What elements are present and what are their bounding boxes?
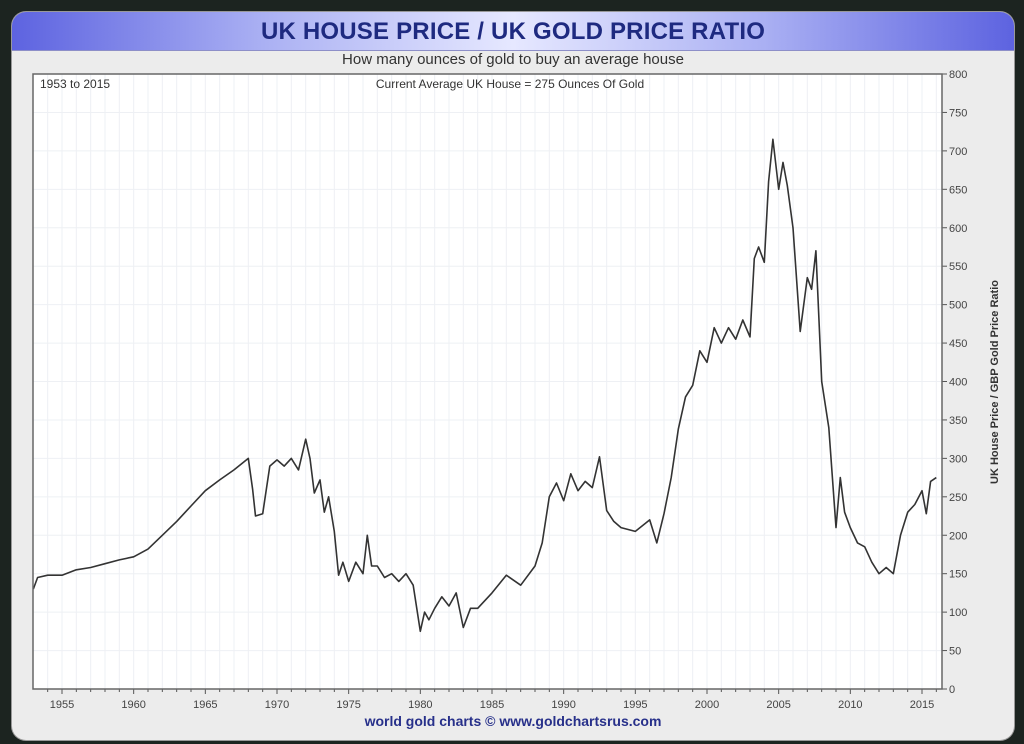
y-tick-label: 800 <box>949 69 967 81</box>
x-tick-label: 1995 <box>623 699 647 711</box>
y-tick-label: 700 <box>949 146 967 158</box>
current-value-note: Current Average UK House = 275 Ounces Of… <box>376 77 644 91</box>
title-bar: UK HOUSE PRICE / UK GOLD PRICE RATIO <box>12 12 1014 51</box>
y-tick-label: 400 <box>949 377 967 389</box>
y-tick-label: 650 <box>949 184 967 196</box>
x-tick-label: 2015 <box>910 699 934 711</box>
date-range-label: 1953 to 2015 <box>40 77 110 91</box>
y-tick-label: 550 <box>949 261 967 273</box>
x-axis-ticks: 1955 1960 1965 1970 1975 1980 1985 1990 1995 2000… <box>47 689 937 711</box>
x-tick-label: 1965 <box>193 699 217 711</box>
x-tick-label: 2005 <box>766 699 790 711</box>
y-tick-label: 450 <box>949 338 967 350</box>
x-tick-label: 1970 <box>265 699 289 711</box>
y-tick-label: 300 <box>949 453 967 465</box>
plot-border <box>32 73 943 690</box>
y-tick-label: 200 <box>949 530 967 542</box>
y-axis-title: UK House Price / GBP Gold Price Ratio <box>989 280 1001 484</box>
y-tick-label: 250 <box>949 492 967 504</box>
y-axis-ticks: 0 50 100 150 200 250 300 350 400 450 500 550 600 650 7… <box>942 69 967 696</box>
y-tick-label: 500 <box>949 300 967 312</box>
chart-title: UK HOUSE PRICE / UK GOLD PRICE RATIO <box>260 18 766 45</box>
chart-subtitle: How many ounces of gold to buy an averag… <box>342 51 684 68</box>
x-tick-label: 1975 <box>336 699 360 711</box>
x-tick-label: 2000 <box>695 699 719 711</box>
chart-credit: world gold charts © www.goldchartsrus.co… <box>364 713 662 729</box>
y-tick-label: 750 <box>949 107 967 119</box>
y-tick-label: 600 <box>949 223 967 235</box>
x-tick-label: 1955 <box>50 699 74 711</box>
y-tick-label: 50 <box>949 646 961 658</box>
x-tick-label: 2010 <box>838 699 862 711</box>
x-tick-label: 1980 <box>408 699 432 711</box>
y-tick-label: 150 <box>949 569 967 581</box>
x-tick-label: 1990 <box>551 699 575 711</box>
y-tick-label: 350 <box>949 415 967 427</box>
y-tick-label: 0 <box>949 684 955 696</box>
data-line <box>32 138 937 633</box>
y-tick-label: 100 <box>949 607 967 619</box>
x-tick-label: 1960 <box>121 699 145 711</box>
x-tick-label: 1985 <box>480 699 504 711</box>
